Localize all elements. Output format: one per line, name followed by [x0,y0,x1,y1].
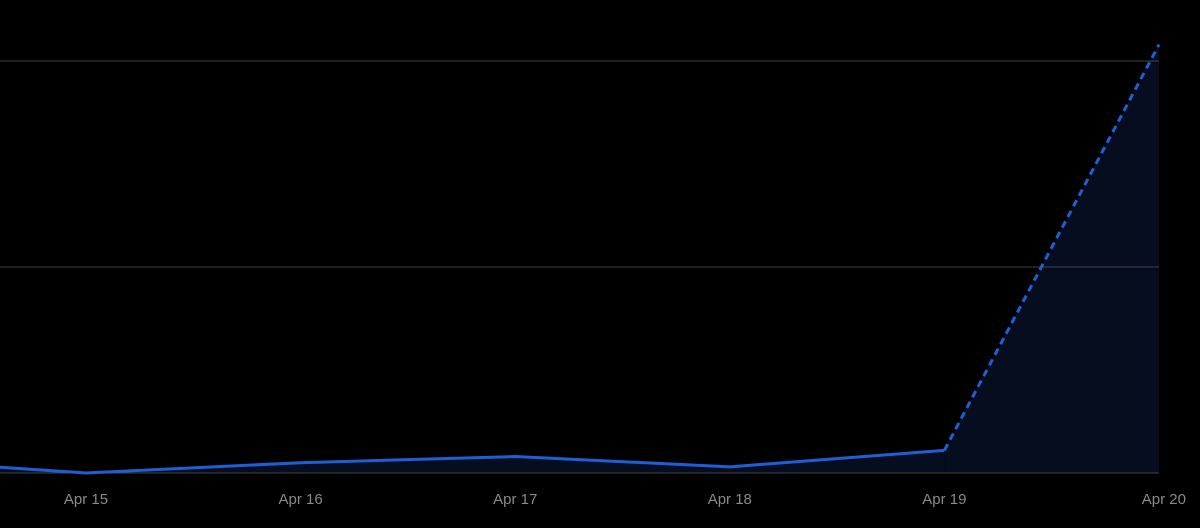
data-line [943,43,1161,452]
area [944,44,1159,474]
x-tick-label: Apr 16 [278,491,322,508]
x-tick-label: Apr 19 [922,491,966,508]
x-tick-label: Apr 15 [64,491,108,508]
area [0,450,945,473]
x-tick-label: Apr 18 [708,491,752,508]
data-line [0,448,945,475]
x-tick-label: Apr 17 [493,491,537,508]
x-tick-label: Apr 20 [1142,491,1186,508]
